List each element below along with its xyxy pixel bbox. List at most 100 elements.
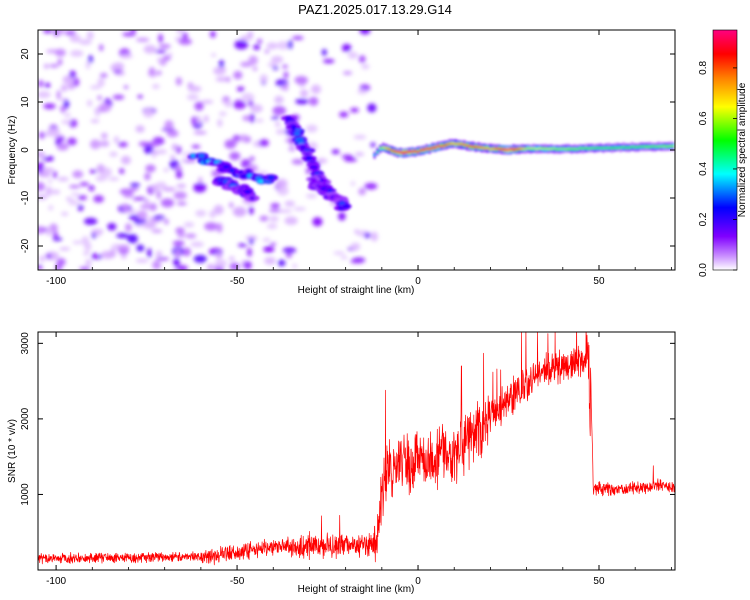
noise-blob [254,118,264,123]
feature-core [267,175,275,180]
noise-blob [237,243,247,247]
y-tick-label: 20 [20,48,31,60]
noise-blob [210,30,216,38]
x-tick-label: 0 [415,576,421,587]
noise-blob [117,141,128,148]
noise-blob [239,134,249,143]
noise-blob [233,70,243,80]
noise-blob [42,156,53,162]
noise-blob [38,171,52,178]
noise-blob [249,238,254,245]
signal-band [518,148,521,150]
noise-blob [70,192,80,196]
noise-blob [234,39,249,50]
signal-band [431,147,434,149]
noise-blob [268,208,281,213]
noise-blob [142,221,157,229]
noise-blob [43,30,53,34]
noise-blob [282,247,297,254]
signal-band [573,147,576,149]
noise-blob [49,64,59,68]
signal-band [665,145,669,148]
signal-band [590,147,594,149]
noise-blob [97,77,105,87]
noise-blob [248,100,254,107]
x-tick-label: 50 [593,576,605,587]
noise-blob [275,178,288,189]
noise-blob [257,38,263,44]
noise-blob [81,236,90,246]
noise-blob [187,82,194,88]
noise-blob [243,261,252,270]
noise-blob [109,151,118,157]
noise-blob [135,258,149,263]
signal-band [657,145,660,147]
noise-blob [308,96,319,106]
feature-core [309,177,317,182]
noise-blob [107,222,117,231]
colorbar-tick-label: 0.4 [698,162,709,176]
signal-band [393,151,397,153]
noise-blob [55,140,61,146]
noise-blob [127,234,138,244]
spectrogram-noise [38,30,378,270]
signal-band [648,145,651,147]
noise-blob [63,99,70,109]
noise-blob [272,66,279,70]
noise-blob [96,164,105,174]
noise-blob [51,189,61,195]
signal-band [468,145,472,147]
noise-blob [142,108,154,118]
noise-blob [193,130,207,135]
signal-band [532,147,536,149]
noise-blob [353,134,367,140]
noise-blob [38,80,44,88]
noise-blob [209,210,216,219]
noise-blob [215,251,223,259]
noise-blob [350,181,356,186]
noise-blob [66,198,77,202]
noise-blob [340,255,348,260]
signal-band [477,146,481,148]
signal-band [544,148,547,150]
noise-blob [211,53,217,57]
signal-band [384,148,388,150]
noise-blob [130,30,137,35]
noise-blob [269,215,279,223]
noise-blob [263,246,275,253]
noise-blob [140,203,154,210]
signal-band [651,146,654,148]
noise-blob [176,30,184,34]
noise-blob [249,156,255,162]
signal-band [509,148,512,150]
spectrogram-content [38,30,675,270]
signal-band [659,146,663,148]
signal-band [497,149,501,151]
noise-blob [64,112,71,118]
noise-blob [59,247,71,251]
signal-band [662,144,666,147]
noise-blob [86,30,94,40]
snr-x-axis: -100 -50 0 50 [46,332,672,587]
noise-blob [274,121,281,127]
noise-blob [269,242,277,246]
signal-band [387,148,391,151]
noise-blob [173,191,187,200]
noise-blob [55,30,66,36]
signal-band [547,148,550,150]
signal-band [665,145,669,147]
noise-blob [203,115,209,123]
noise-blob [125,223,132,232]
noise-blob [136,244,145,252]
signal-band [529,147,533,149]
noise-blob [89,169,97,174]
noise-blob [171,143,178,151]
noise-blob [120,155,131,165]
noise-blob [85,258,92,267]
feature-core [303,152,311,156]
noise-blob [128,214,139,221]
noise-blob [295,98,309,105]
snr-series-line [38,332,675,566]
noise-blob [122,203,129,212]
signal-band [405,151,408,154]
